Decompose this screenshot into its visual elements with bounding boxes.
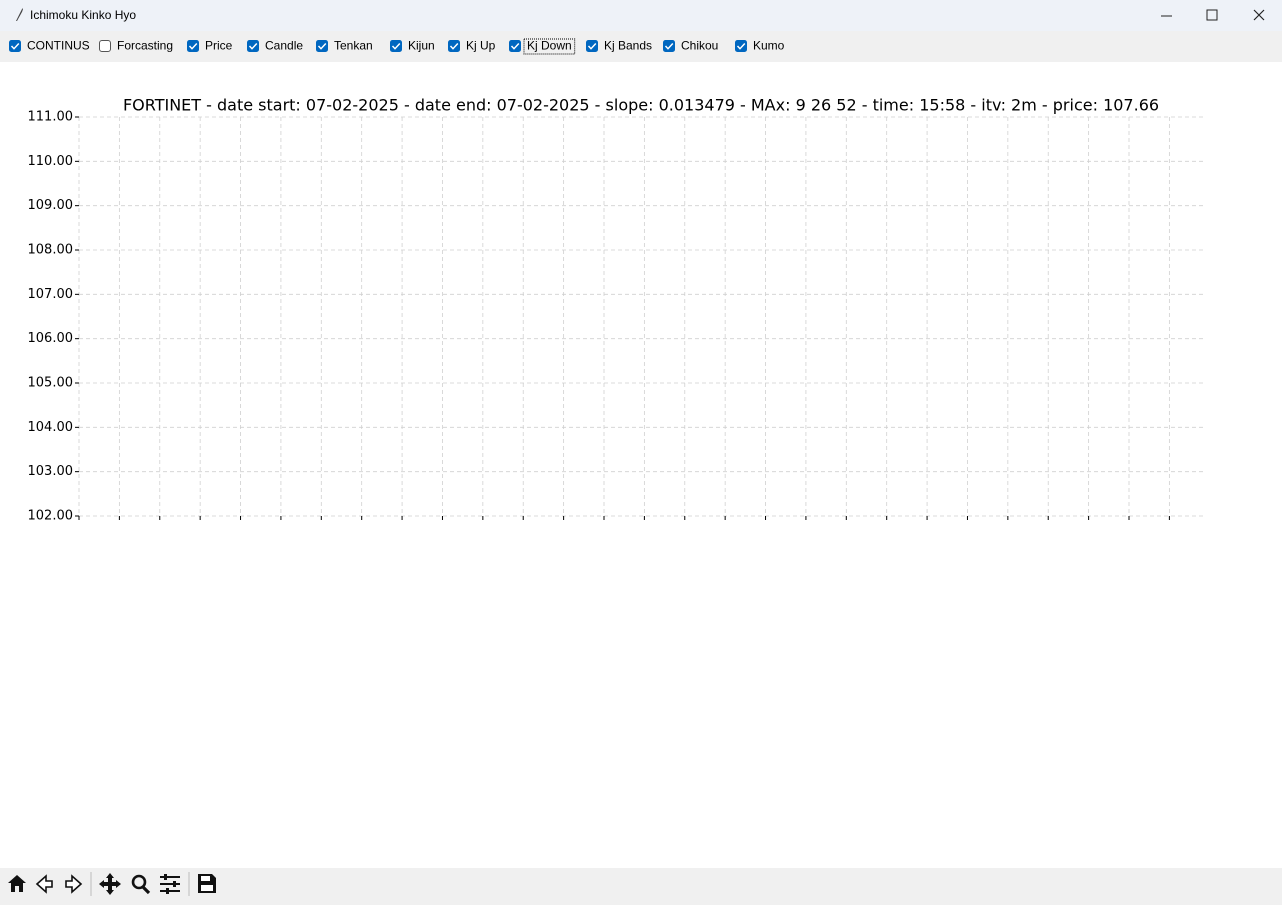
window-title: Ichimoku Kinko Hyo: [30, 8, 136, 22]
pan-button[interactable]: [99, 873, 121, 895]
checkbox-box: [247, 40, 259, 52]
configure-button[interactable]: [160, 874, 180, 894]
y-tick-label: 103.00: [28, 464, 74, 479]
nav-toolbar: [0, 868, 1282, 905]
checkbox-box: [509, 40, 521, 52]
checkbox-box: [586, 40, 598, 52]
checkbox[interactable]: Candle: [247, 39, 303, 53]
checkbox-check: [317, 42, 327, 50]
checkbox[interactable]: Price: [187, 39, 233, 53]
save-button[interactable]: [198, 874, 216, 893]
y-tick-label: 109.00: [28, 198, 74, 213]
focus-ring: [523, 38, 576, 55]
checkbox[interactable]: Forcasting: [99, 39, 174, 53]
checkbox-check: [188, 42, 198, 50]
checkbox-label: Kijun: [408, 39, 435, 53]
back-button[interactable]: [35, 874, 53, 894]
maximize-button[interactable]: [1206, 9, 1218, 21]
checkbox[interactable]: Kijun: [390, 39, 435, 53]
forward-button[interactable]: [65, 874, 83, 894]
checkbox-box: [187, 40, 199, 52]
controls: CONTINUS Forcasting Price Candle Tenkan Kijun…: [9, 38, 785, 55]
checkbox[interactable]: Kj Down: [509, 38, 576, 55]
checkbox-box: [390, 40, 402, 52]
checkbox[interactable]: Kj Up: [448, 39, 496, 53]
checkbox-box: [448, 40, 460, 52]
checkbox-label: Kj Bands: [604, 39, 652, 53]
checkbox[interactable]: Chikou: [663, 39, 718, 53]
y-tick-label: 110.00: [28, 154, 74, 169]
plot-area: [79, 117, 1204, 516]
checkbox[interactable]: CONTINUS: [9, 39, 90, 53]
y-tick-label: 102.00: [28, 509, 74, 524]
checkbox-check: [664, 42, 674, 50]
controls-bar: [0, 31, 1282, 62]
checkbox-check: [10, 42, 20, 50]
close-button[interactable]: [1253, 9, 1265, 21]
checkbox-check: [510, 42, 520, 50]
checkbox-check: [391, 42, 401, 50]
checkbox-box: [663, 40, 675, 52]
charts: 102.00 103.00 104.00 105.00 106.00 107.00 108.…: [28, 110, 1204, 524]
checkbox-label: Kj Up: [466, 39, 496, 53]
checkbox[interactable]: Tenkan: [316, 39, 373, 53]
checkbox-label: CONTINUS: [27, 39, 90, 53]
title-bar: [0, 0, 1282, 31]
checkbox-label: Forcasting: [117, 39, 173, 53]
chart-title: FORTINET - date start: 07-02-2025 - date…: [123, 96, 1159, 115]
chart-panel: 102.00 103.00 104.00 105.00 106.00 107.00 108.…: [28, 110, 1204, 524]
checkbox-label: Kj Down: [527, 39, 572, 53]
checkbox-label: Price: [205, 39, 233, 53]
y-tick-label: 111.00: [28, 110, 74, 125]
checkbox-label: Tenkan: [334, 39, 373, 53]
app-icon: [16, 8, 23, 21]
y-tick-label: 107.00: [28, 287, 74, 302]
checkbox-check: [449, 42, 459, 50]
checkbox-check: [736, 42, 746, 50]
checkbox-label: Kumo: [753, 39, 785, 53]
checkbox-box: [316, 40, 328, 52]
checkbox-check: [587, 42, 597, 50]
checkbox-box: [735, 40, 747, 52]
checkbox-box: [99, 40, 111, 52]
y-tick-label: 105.00: [28, 376, 74, 391]
checkbox-check: [248, 42, 258, 50]
checkbox-label: Chikou: [681, 39, 718, 53]
checkbox-box: [9, 40, 21, 52]
checkbox[interactable]: Kj Bands: [586, 39, 652, 53]
home-button[interactable]: [8, 875, 26, 892]
y-tick-label: 104.00: [28, 420, 74, 435]
zoom-button[interactable]: [131, 874, 151, 895]
checkbox-label: Candle: [265, 39, 303, 53]
y-tick-label: 106.00: [28, 331, 74, 346]
y-tick-label: 108.00: [28, 243, 74, 258]
checkbox[interactable]: Kumo: [735, 39, 785, 53]
